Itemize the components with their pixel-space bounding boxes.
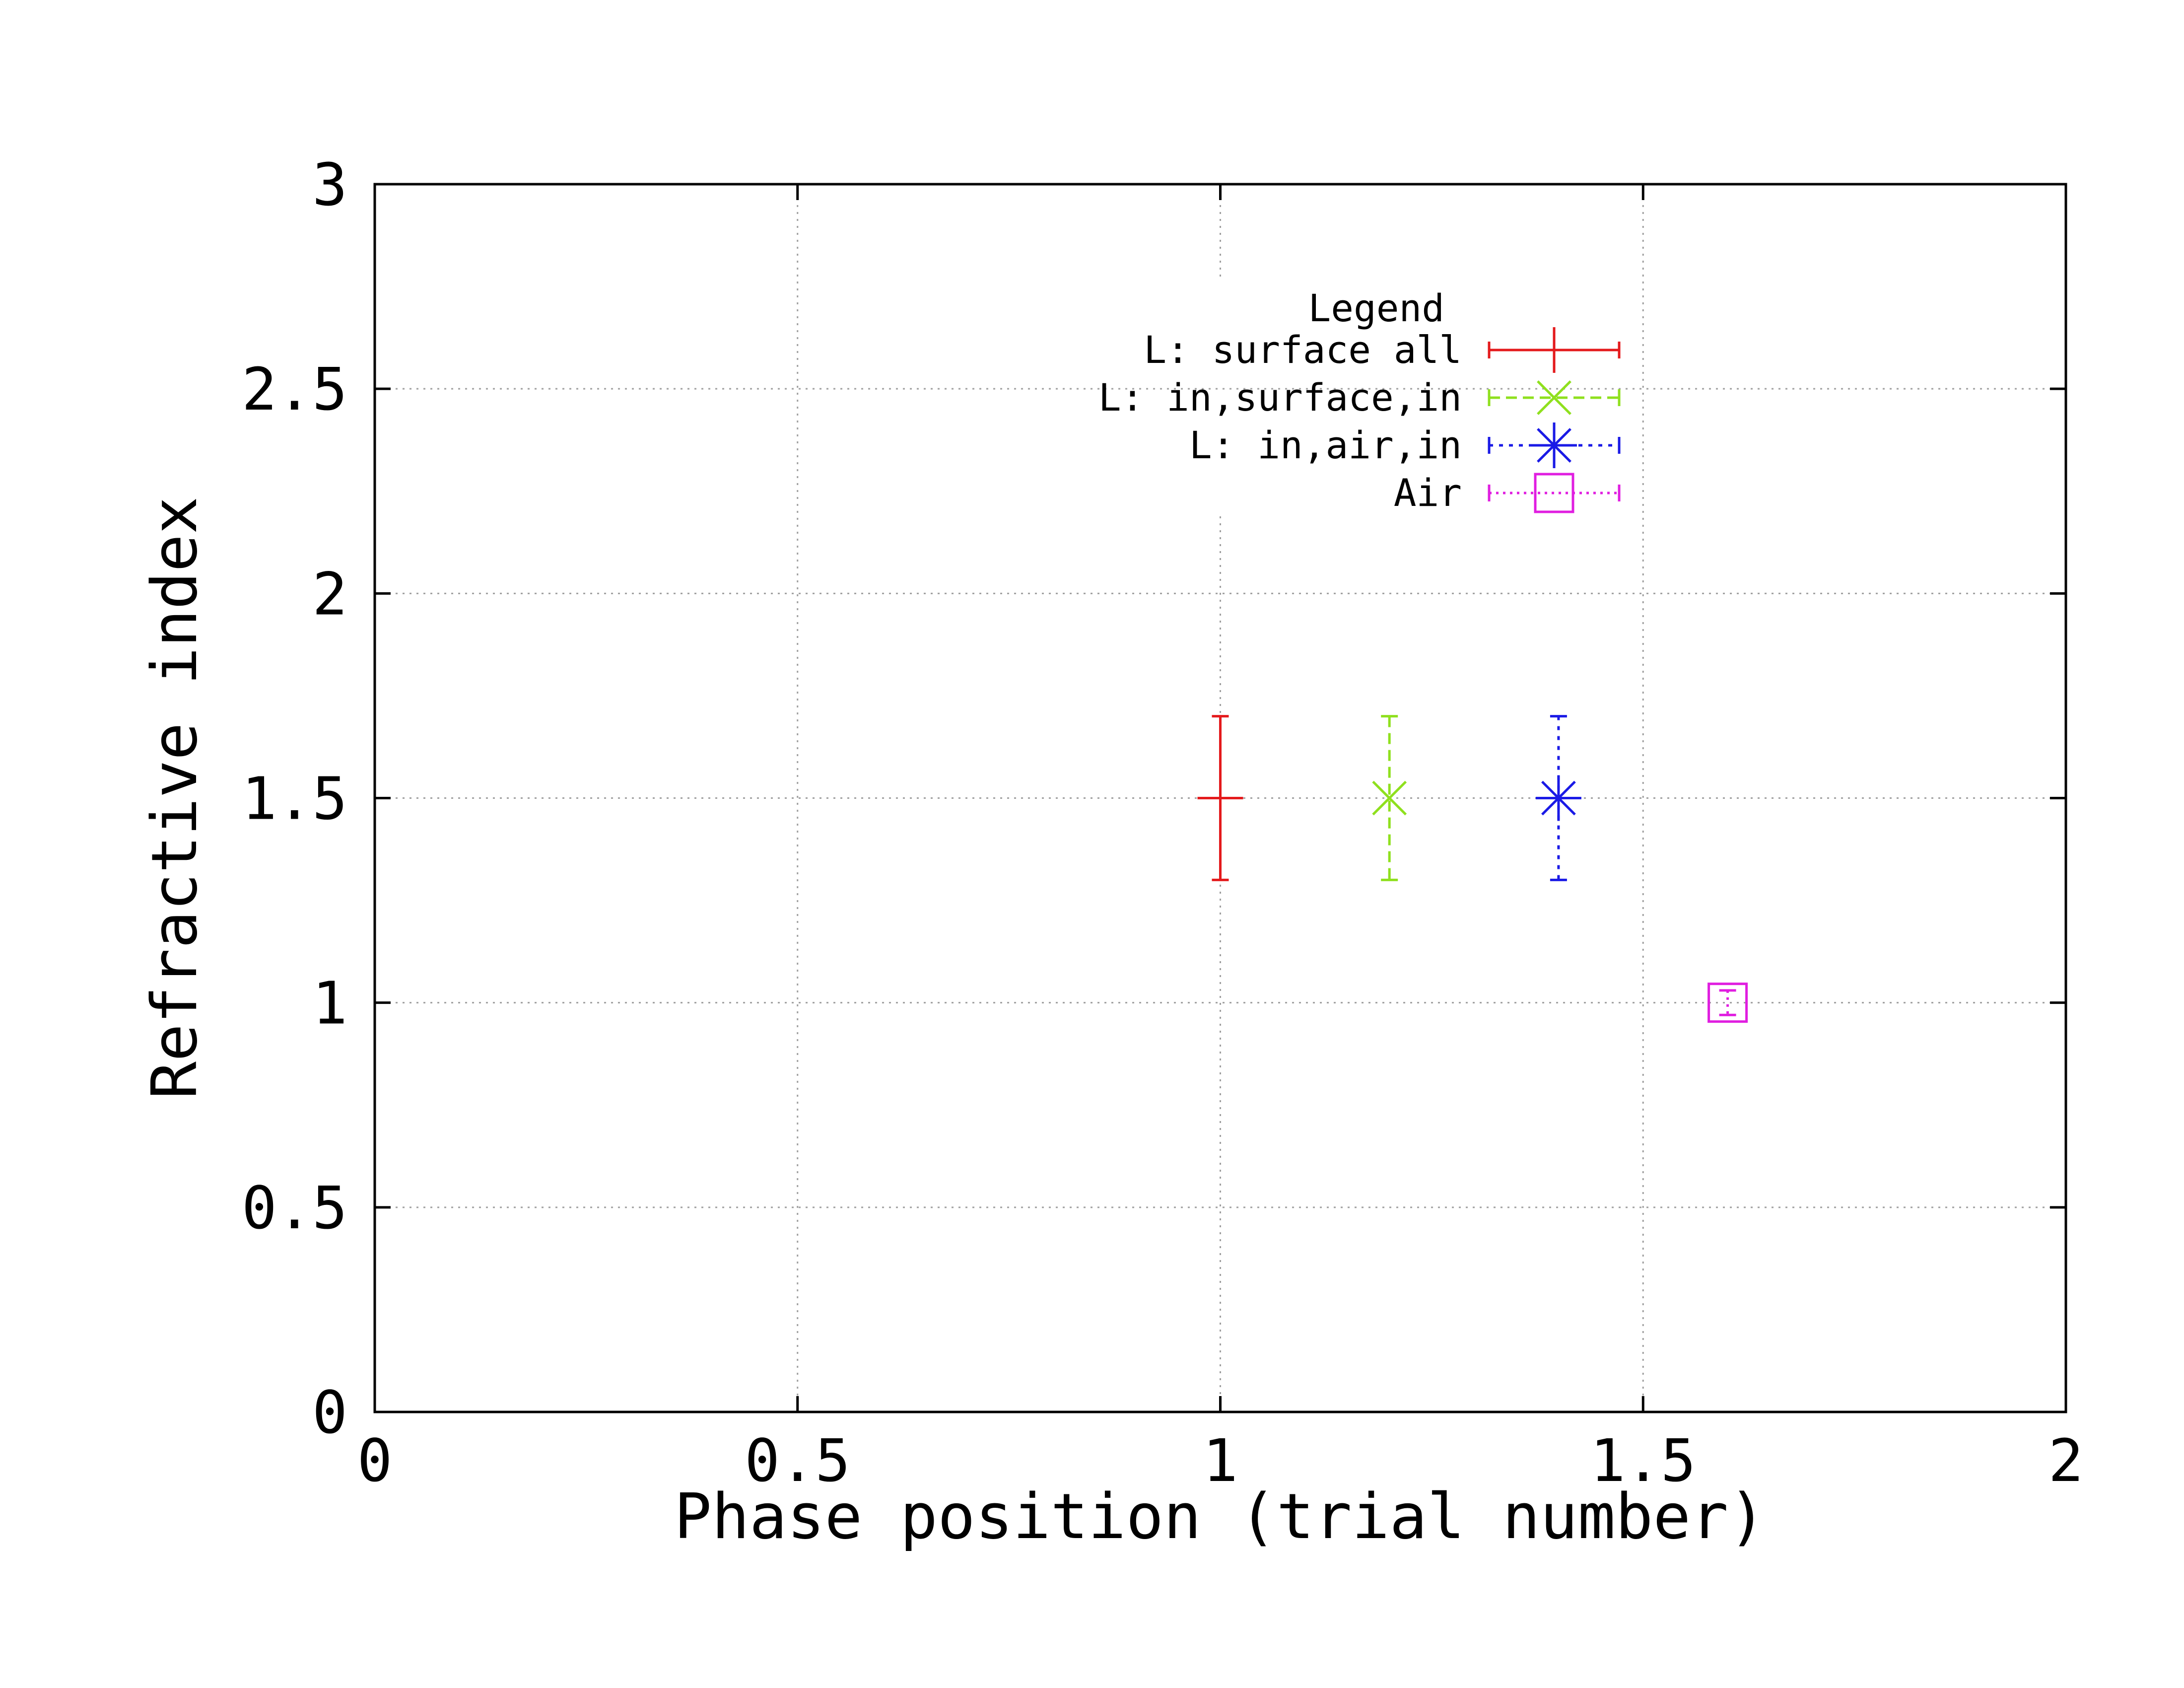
tick-labels: 0 0.5 1 1.5 2 0 0.5 1 1.5 2 2.5 3 [242, 150, 2084, 1495]
legend-label: L: surface all [1144, 328, 1462, 372]
data-point [1372, 715, 1407, 881]
y-tick-label: 1.5 [242, 765, 347, 833]
y-tick-label: 3 [312, 150, 347, 219]
x-tick-label: 1 [1203, 1426, 1238, 1495]
series-1 [1372, 715, 1407, 881]
plot-frame [373, 183, 2067, 1413]
series-0 [1197, 715, 1243, 881]
marker-stroke [1541, 780, 1576, 816]
y-tick-label: 2.5 [242, 355, 347, 423]
y-tick-label: 0 [312, 1378, 347, 1447]
legend-entry: L: in,surface,in [1098, 375, 1621, 420]
x-tick-label: 0.5 [745, 1426, 850, 1495]
marker-square [1534, 473, 1574, 513]
legend-title: Legend [1308, 286, 1444, 330]
marker-stroke [1537, 380, 1571, 415]
x-tick-label: 0 [357, 1426, 392, 1495]
marker-square [1707, 983, 1748, 1023]
legend-entry: L: in,air,in [1189, 422, 1621, 468]
series-3 [1707, 983, 1748, 1023]
legend-label: L: in,surface,in [1098, 375, 1462, 420]
y-axis-label: Refractive index [138, 496, 211, 1099]
marker-stroke [1372, 780, 1407, 816]
data-series [1197, 715, 1748, 1023]
y-tick-label: 1 [312, 969, 347, 1038]
y-tick-label: 2 [312, 560, 347, 628]
legend-label: Air [1394, 471, 1462, 515]
x-axis-label: Phase position (trial number) [674, 1480, 1766, 1553]
legend-entry: Air [1394, 471, 1621, 515]
legend-label: L: in,air,in [1189, 423, 1462, 467]
marker-stroke [1537, 428, 1571, 463]
data-point [1197, 715, 1243, 881]
series-2 [1535, 715, 1581, 881]
x-tick-label: 1.5 [1590, 1426, 1696, 1495]
data-point [1707, 983, 1748, 1023]
legend-entry: L: surface all [1144, 327, 1621, 373]
x-tick-label: 2 [2048, 1426, 2083, 1495]
data-point [1535, 715, 1581, 881]
y-tick-label: 0.5 [242, 1174, 347, 1242]
